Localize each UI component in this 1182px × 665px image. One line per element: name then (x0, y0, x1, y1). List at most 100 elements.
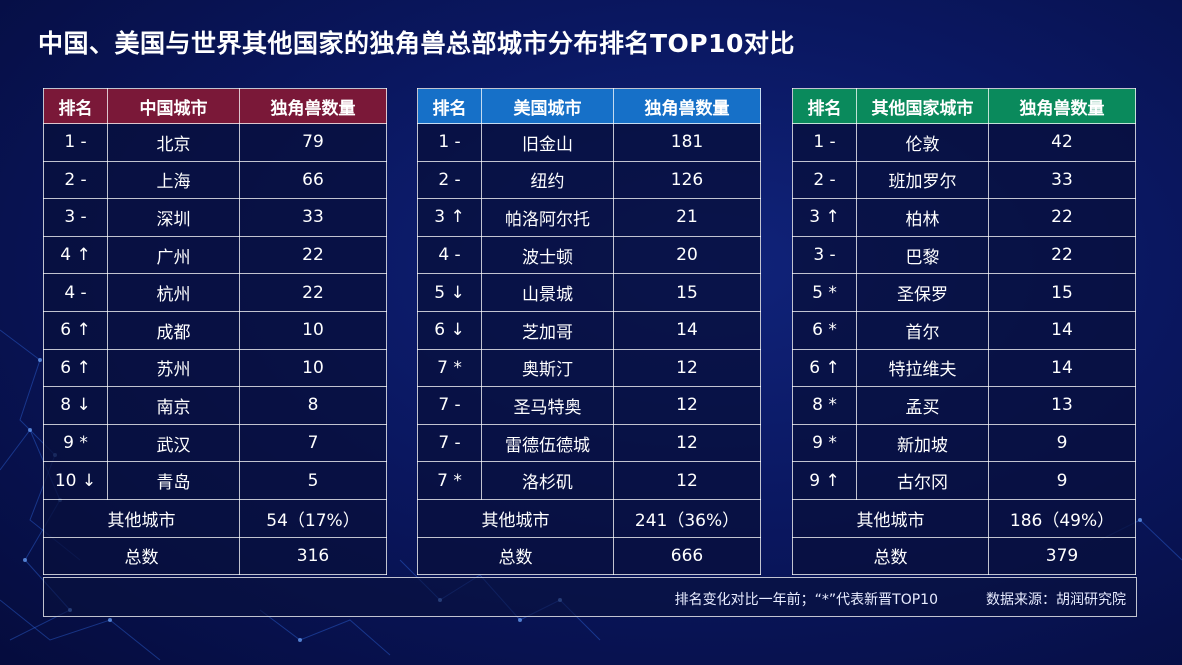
table-row: 6 ↑ 成都 10 (43, 310, 387, 350)
city-cell: 班加罗尔 (856, 160, 989, 200)
legend-note: 排名变化对比一年前；“*”代表新晋TOP10 (674, 592, 938, 608)
count-cell: 22 (239, 273, 387, 312)
rank-cell: 4 ↑ (43, 235, 108, 275)
rank-cell: 3 - (792, 235, 857, 275)
table-row: 1 - 伦敦 42 (792, 123, 1136, 162)
city-cell: 柏林 (856, 198, 989, 237)
city-cell: 新加坡 (856, 423, 989, 463)
rank-cell: 6 ↑ (43, 310, 108, 350)
table-row: 7 * 奥斯汀 12 (417, 348, 761, 388)
total-label: 总数 (417, 536, 614, 576)
count-cell: 14 (988, 310, 1136, 350)
header-city: 中国城市 (107, 88, 240, 124)
city-cell: 广州 (107, 235, 240, 275)
others-label: 其他城市 (792, 498, 989, 538)
rank-cell: 10 ↓ (43, 461, 108, 500)
table-row: 4 - 杭州 22 (43, 273, 387, 312)
us-city-table: 排名 美国城市 独角兽数量 1 - 旧金山 181 2 - 纽约 126 3 ↑ 帕洛阿尔… (417, 88, 761, 576)
count-cell: 9 (988, 423, 1136, 463)
city-cell: 武汉 (107, 423, 240, 463)
count-cell: 21 (613, 198, 761, 237)
rank-cell: 1 - (792, 123, 857, 162)
count-cell: 79 (239, 123, 387, 162)
header-rank: 排名 (792, 88, 857, 124)
rank-cell: 6 ↑ (792, 348, 857, 388)
data-source: 数据来源：胡润研究院 (986, 592, 1126, 608)
others-value: 186（49%） (988, 498, 1136, 538)
table-row: 5 ↓ 山景城 15 (417, 273, 761, 312)
count-cell: 8 (239, 386, 387, 425)
table-header-row: 排名 美国城市 独角兽数量 (417, 88, 761, 124)
city-cell: 帕洛阿尔托 (481, 198, 614, 237)
total-row: 总数 379 (792, 536, 1136, 576)
others-row: 其他城市 54（17%） (43, 498, 387, 538)
others-row: 其他城市 186（49%） (792, 498, 1136, 538)
others-label: 其他城市 (43, 498, 240, 538)
total-row: 总数 666 (417, 536, 761, 576)
header-count: 独角兽数量 (239, 88, 387, 124)
city-cell: 巴黎 (856, 235, 989, 275)
city-cell: 上海 (107, 160, 240, 200)
table-row: 7 * 洛杉矶 12 (417, 461, 761, 500)
rank-cell: 6 * (792, 310, 857, 350)
count-cell: 13 (988, 386, 1136, 425)
table-row: 3 ↑ 柏林 22 (792, 198, 1136, 237)
rank-cell: 6 ↓ (417, 310, 482, 350)
count-cell: 14 (988, 348, 1136, 388)
count-cell: 12 (613, 423, 761, 463)
table-row: 9 ↑ 古尔冈 9 (792, 461, 1136, 500)
count-cell: 181 (613, 123, 761, 162)
city-cell: 纽约 (481, 160, 614, 200)
count-cell: 33 (239, 198, 387, 237)
table-row: 2 - 纽约 126 (417, 160, 761, 200)
rank-cell: 3 ↑ (417, 198, 482, 237)
table-row: 4 - 波士顿 20 (417, 235, 761, 275)
city-cell: 首尔 (856, 310, 989, 350)
table-row: 2 - 班加罗尔 33 (792, 160, 1136, 200)
city-cell: 成都 (107, 310, 240, 350)
other-city-table: 排名 其他国家城市 独角兽数量 1 - 伦敦 42 2 - 班加罗尔 33 3 ↑ 柏林 2… (792, 88, 1136, 576)
city-cell: 旧金山 (481, 123, 614, 162)
table-row: 2 - 上海 66 (43, 160, 387, 200)
page-title: 中国、美国与世界其他国家的独角兽总部城市分布排名TOP10对比 (38, 29, 795, 58)
city-cell: 圣马特奥 (481, 386, 614, 425)
table-row: 6 * 首尔 14 (792, 310, 1136, 350)
count-cell: 15 (613, 273, 761, 312)
rank-cell: 3 - (43, 198, 108, 237)
count-cell: 10 (239, 310, 387, 350)
rank-cell: 9 * (43, 423, 108, 463)
rank-cell: 7 * (417, 461, 482, 500)
header-count: 独角兽数量 (988, 88, 1136, 124)
table-row: 3 - 巴黎 22 (792, 235, 1136, 275)
city-cell: 山景城 (481, 273, 614, 312)
city-cell: 特拉维夫 (856, 348, 989, 388)
header-city: 美国城市 (481, 88, 614, 124)
city-cell: 杭州 (107, 273, 240, 312)
count-cell: 12 (613, 461, 761, 500)
city-cell: 雷德伍德城 (481, 423, 614, 463)
rank-cell: 1 - (43, 123, 108, 162)
rank-cell: 5 * (792, 273, 857, 312)
header-city: 其他国家城市 (856, 88, 989, 124)
count-cell: 22 (239, 235, 387, 275)
rank-cell: 3 ↑ (792, 198, 857, 237)
others-value: 54（17%） (239, 498, 387, 538)
table-header-row: 排名 其他国家城市 独角兽数量 (792, 88, 1136, 124)
rank-cell: 4 - (417, 235, 482, 275)
city-cell: 圣保罗 (856, 273, 989, 312)
table-row: 9 * 新加坡 9 (792, 423, 1136, 463)
others-value: 241（36%） (613, 498, 761, 538)
rank-cell: 8 ↓ (43, 386, 108, 425)
city-cell: 伦敦 (856, 123, 989, 162)
city-cell: 古尔冈 (856, 461, 989, 500)
total-value: 666 (613, 536, 761, 576)
city-cell: 北京 (107, 123, 240, 162)
count-cell: 126 (613, 160, 761, 200)
rank-cell: 2 - (417, 160, 482, 200)
table-row: 6 ↑ 特拉维夫 14 (792, 348, 1136, 388)
count-cell: 10 (239, 348, 387, 388)
count-cell: 42 (988, 123, 1136, 162)
table-row: 10 ↓ 青岛 5 (43, 461, 387, 500)
count-cell: 7 (239, 423, 387, 463)
table-row: 1 - 旧金山 181 (417, 123, 761, 162)
